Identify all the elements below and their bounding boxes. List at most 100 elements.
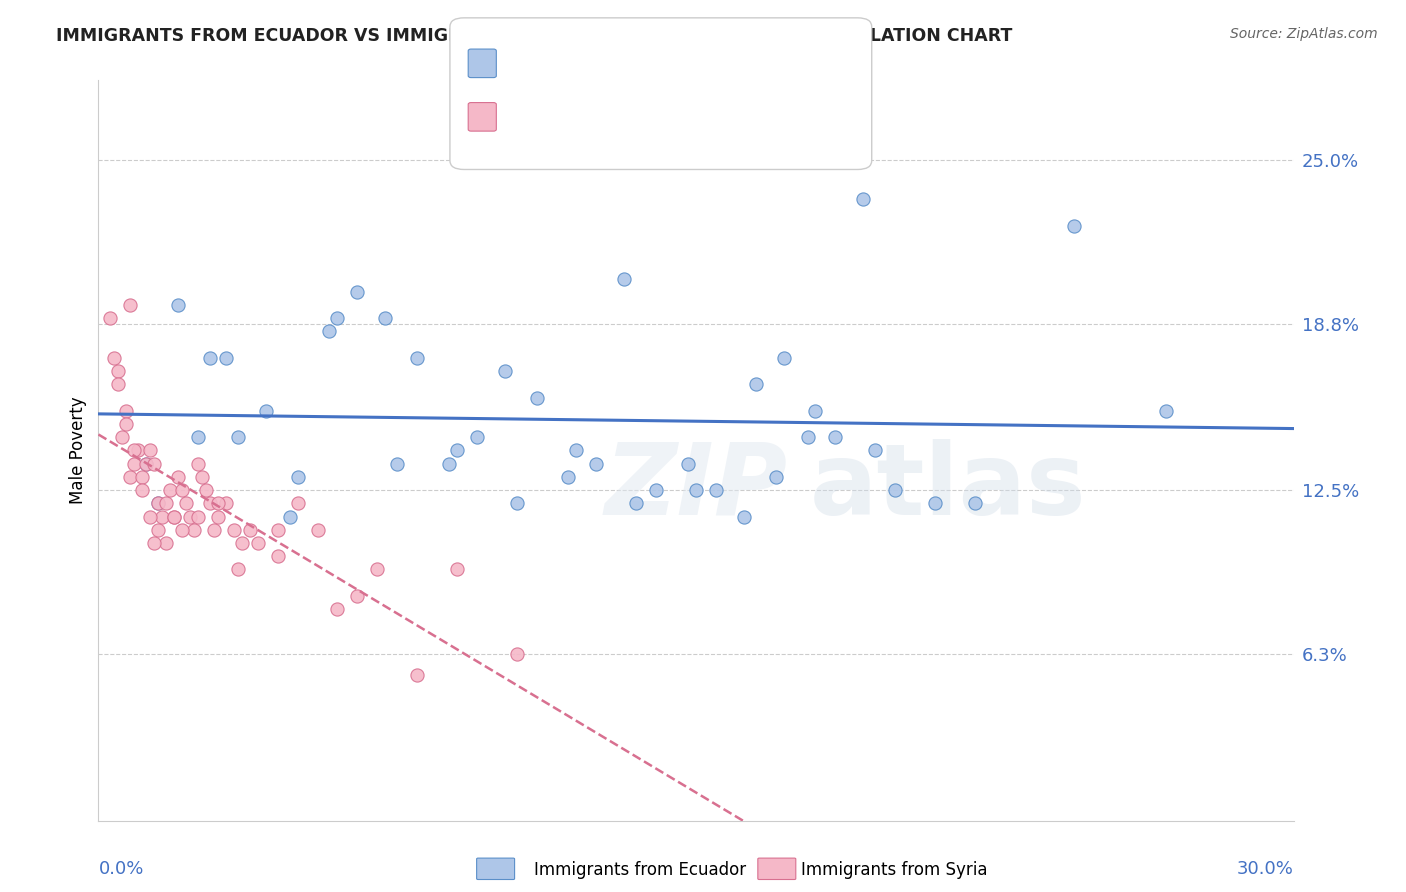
Point [557, 470, 579, 484]
Point [120, 298, 142, 312]
Point [107, 364, 129, 378]
Point [107, 377, 129, 392]
Point [307, 523, 329, 537]
Point [772, 351, 794, 365]
Point [804, 404, 827, 418]
Point [127, 443, 149, 458]
Point [202, 523, 225, 537]
Text: ZIP: ZIP [605, 439, 787, 536]
Point [115, 417, 138, 431]
Point [124, 457, 146, 471]
Point [174, 496, 197, 510]
Point [215, 496, 238, 510]
Point [437, 457, 460, 471]
Point [226, 430, 249, 444]
Point [745, 377, 768, 392]
Text: Immigrants from Ecuador: Immigrants from Ecuador [534, 861, 747, 879]
Y-axis label: Male Poverty: Male Poverty [69, 397, 87, 504]
Point [267, 523, 290, 537]
Point [626, 496, 648, 510]
Point [406, 668, 429, 682]
Point [198, 496, 221, 510]
Point [765, 470, 787, 484]
Point [111, 430, 134, 444]
Point [231, 536, 253, 550]
Point [198, 351, 221, 365]
Point [824, 430, 846, 444]
Point [685, 483, 707, 497]
Point [865, 443, 887, 458]
Point [155, 496, 177, 510]
Point [148, 496, 170, 510]
Point [346, 285, 368, 299]
Text: R =: R = [499, 107, 533, 125]
Point [222, 523, 245, 537]
Point [852, 192, 875, 206]
Point [494, 364, 516, 378]
Point [565, 443, 588, 458]
Point [150, 509, 173, 524]
Point [135, 457, 157, 471]
Point [163, 509, 186, 524]
Point [148, 523, 170, 537]
Text: -0.108: -0.108 [555, 107, 620, 125]
Point [796, 430, 818, 444]
Point [98, 311, 122, 326]
Point [287, 496, 309, 510]
Point [446, 443, 468, 458]
Text: 30.0%: 30.0% [1237, 860, 1294, 879]
Point [155, 536, 177, 550]
Point [676, 457, 699, 471]
Point [143, 457, 166, 471]
Point [645, 483, 668, 497]
Point [446, 562, 468, 576]
Point [924, 496, 946, 510]
Point [318, 325, 340, 339]
Point [1063, 219, 1085, 233]
Point [254, 404, 277, 418]
Point [506, 496, 529, 510]
Point [139, 509, 162, 524]
Point [374, 311, 396, 326]
Point [167, 298, 190, 312]
Point [704, 483, 727, 497]
Text: N = 45: N = 45 [633, 54, 700, 71]
Point [163, 509, 186, 524]
Point [267, 549, 290, 564]
Point [139, 443, 162, 458]
Point [1154, 404, 1177, 418]
Point [120, 470, 142, 484]
Point [143, 536, 166, 550]
Point [207, 496, 229, 510]
Point [183, 523, 205, 537]
Point [406, 351, 429, 365]
Point [131, 483, 153, 497]
Point [506, 647, 529, 661]
Point [167, 470, 190, 484]
Point [385, 457, 409, 471]
Point [215, 351, 238, 365]
Point [326, 311, 349, 326]
Text: IMMIGRANTS FROM ECUADOR VS IMMIGRANTS FROM SYRIA MALE POVERTY CORRELATION CHART: IMMIGRANTS FROM ECUADOR VS IMMIGRANTS FR… [56, 27, 1012, 45]
Text: 0.0%: 0.0% [98, 860, 143, 879]
Point [172, 483, 194, 497]
Point [148, 496, 170, 510]
Point [191, 470, 214, 484]
Text: Source: ZipAtlas.com: Source: ZipAtlas.com [1230, 27, 1378, 41]
Point [115, 404, 138, 418]
Point [131, 470, 153, 484]
Point [195, 483, 218, 497]
Point [526, 391, 548, 405]
Point [187, 509, 209, 524]
Point [187, 430, 209, 444]
Text: 0.195: 0.195 [555, 54, 612, 71]
Point [287, 470, 309, 484]
Point [884, 483, 907, 497]
Text: N = 57: N = 57 [633, 107, 700, 125]
Point [733, 509, 755, 524]
Point [326, 602, 349, 616]
Point [124, 443, 146, 458]
Point [585, 457, 607, 471]
Text: Immigrants from Syria: Immigrants from Syria [801, 861, 988, 879]
Point [226, 562, 249, 576]
